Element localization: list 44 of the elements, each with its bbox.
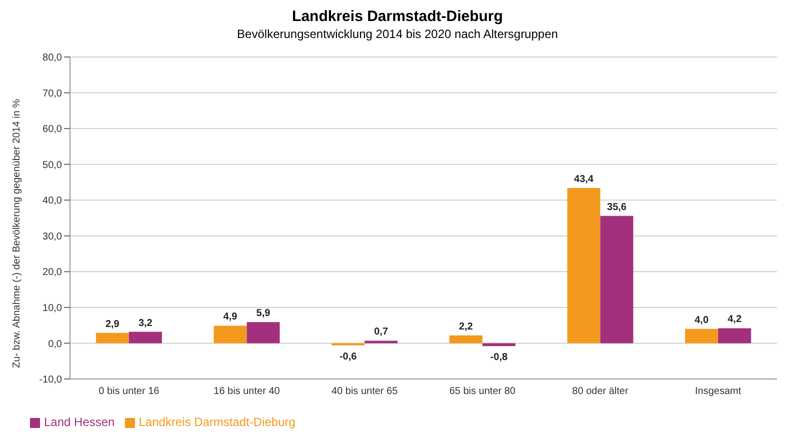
chart-subtitle: Bevölkerungsentwicklung 2014 bis 2020 nach Altersgruppen bbox=[236, 27, 559, 41]
data-label: 4,9 bbox=[223, 312, 238, 323]
data-label: 43,4 bbox=[574, 174, 594, 185]
data-label: 35,6 bbox=[607, 202, 627, 213]
data-label: 4,0 bbox=[694, 314, 709, 326]
bar bbox=[685, 328, 718, 344]
x-tick-label: 0 bis unter 16 bbox=[98, 386, 160, 398]
y-tick-label: 50,0 bbox=[42, 160, 62, 171]
bar bbox=[718, 328, 752, 344]
data-label: 2,2 bbox=[458, 321, 474, 332]
data-label: 5,9 bbox=[256, 308, 271, 320]
data-label: 2,9 bbox=[105, 318, 120, 330]
bar bbox=[567, 188, 600, 344]
bar bbox=[246, 322, 280, 344]
legend-label: Land Hessen bbox=[44, 415, 115, 429]
y-tick-label: 10,0 bbox=[42, 302, 62, 314]
y-tick-label: 20,0 bbox=[42, 267, 62, 278]
x-tick-label: 65 bis unter 80 bbox=[449, 386, 516, 398]
y-tick-label: 70,0 bbox=[42, 88, 62, 100]
bar bbox=[128, 332, 162, 344]
bar bbox=[482, 343, 516, 346]
data-label: 3,2 bbox=[138, 318, 153, 329]
bar bbox=[449, 335, 482, 344]
bar bbox=[600, 216, 634, 344]
data-label: 0,7 bbox=[374, 326, 388, 338]
legend-label: Landkreis Darmstadt-Dieburg bbox=[138, 415, 296, 429]
y-tick-label: -10,0 bbox=[39, 374, 62, 386]
x-tick-label: 80 oder älter bbox=[572, 386, 629, 398]
bar bbox=[364, 340, 398, 344]
bar bbox=[96, 332, 129, 344]
x-tick-label: Insgesamt bbox=[695, 386, 742, 398]
chart-title: Landkreis Darmstadt-Dieburg bbox=[291, 8, 504, 25]
data-label: -0,6 bbox=[339, 351, 358, 362]
y-tick-label: 0,0 bbox=[48, 338, 62, 350]
data-label: -0,8 bbox=[490, 352, 508, 364]
x-tick-label: 40 bis unter 65 bbox=[331, 386, 398, 398]
y-tick-label: 30,0 bbox=[42, 231, 62, 242]
y-tick-label: 60,0 bbox=[42, 124, 62, 136]
y-tick-label: 40,0 bbox=[42, 196, 62, 207]
bar bbox=[214, 326, 247, 344]
data-label: 4,2 bbox=[728, 314, 742, 326]
y-axis-title: Zu- bzw. Abnahme (-) der Bevölkerung gegenüber 2014 in % bbox=[12, 98, 23, 368]
y-tick-label: 80,0 bbox=[42, 52, 62, 64]
x-tick-label: 16 bis unter 40 bbox=[214, 386, 280, 398]
